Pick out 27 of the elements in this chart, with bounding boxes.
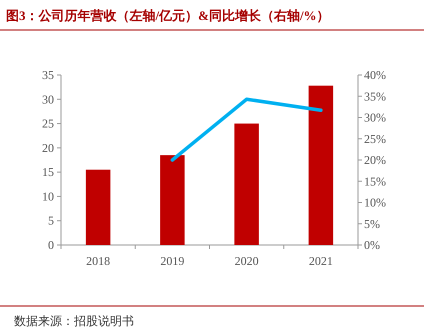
chart-title: 图3：公司历年营收（左轴/亿元）&同比增长（右轴/%）: [6, 8, 330, 23]
x-tick-label: 2019: [160, 254, 184, 268]
y2-tick-label: 0%: [364, 238, 380, 252]
y2-tick-label: 25%: [364, 132, 386, 146]
y2-tick-label: 5%: [364, 216, 380, 231]
y-tick-label: 25: [42, 116, 54, 131]
y-tick-label: 5: [48, 214, 54, 228]
bar: [308, 86, 334, 245]
y2-tick-label: 20%: [364, 153, 386, 167]
x-tick-label: 2018: [86, 254, 110, 268]
x-tick-label: 2021: [308, 254, 333, 268]
y2-tick-label: 30%: [364, 110, 386, 124]
y2-tick-label: 10%: [364, 196, 386, 210]
source-note: 数据来源：招股说明书: [14, 314, 134, 328]
bar: [86, 170, 110, 245]
y-tick-label: 15: [42, 165, 54, 180]
bar: [160, 155, 185, 245]
x-tick-label: 2020: [234, 254, 259, 268]
y2-tick-label: 40%: [364, 68, 386, 82]
y-tick-label: 0: [48, 238, 54, 252]
y-tick-label: 10: [42, 189, 54, 204]
y-tick-label: 30: [42, 92, 54, 106]
y-tick-label: 35: [42, 68, 54, 82]
y2-tick-label: 15%: [364, 174, 386, 188]
y2-tick-label: 35%: [364, 89, 386, 104]
bar: [234, 124, 259, 245]
y-tick-label: 20: [42, 140, 54, 155]
